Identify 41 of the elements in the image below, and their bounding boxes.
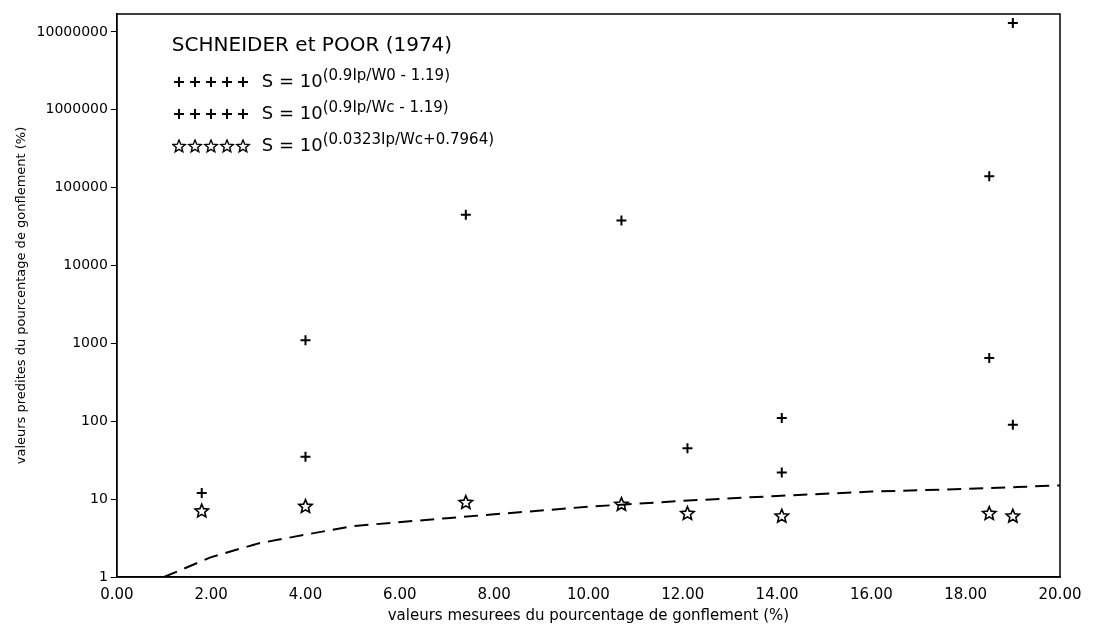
x-tick-label: 18.00 (944, 584, 988, 603)
y-tick-label: 1000 (72, 334, 108, 351)
point (194, 503, 210, 518)
y-tick-label: 10 (90, 489, 108, 506)
point (299, 334, 312, 347)
point (981, 505, 997, 521)
y-tick-label: 100 (81, 411, 108, 428)
point (775, 466, 788, 479)
x-tick-label: 6.00 (383, 584, 417, 603)
point (613, 496, 629, 512)
point (459, 208, 472, 221)
x-tick-label: 16.00 (849, 584, 893, 603)
point (680, 505, 695, 521)
x-tick-label: 4.00 (288, 584, 323, 603)
point (774, 508, 790, 523)
x-tick-label: 10.00 (566, 584, 610, 603)
x-tick-label: 0.00 (100, 584, 134, 603)
point (299, 450, 312, 463)
x-tick-label: 8.00 (477, 584, 511, 603)
x-axis-title: valeurs mesurees du pourcentage de gonflement (%) (387, 605, 790, 624)
point (615, 214, 628, 227)
legend-title: SCHNEIDER et POOR (1974) (171, 32, 454, 56)
y-tick-label: 1000000 (45, 100, 108, 117)
y-tick-label: 100000 (54, 178, 108, 195)
y-axis-title: valeurs predites du pourcentage de gonflement (%) (13, 126, 29, 465)
legend-label: S = 10$^{(0.0323Ip/Wc+0.7964)}$ (261, 130, 495, 155)
legend-label: S = 10$^{(0.9Ip/W0 - 1.19)}$ (261, 66, 450, 91)
x-tick-label: 14.00 (755, 584, 799, 603)
y-tick-label: 10000 (63, 256, 108, 273)
x-tick-label: 2.00 (194, 584, 228, 603)
point (298, 498, 313, 514)
point (1005, 508, 1021, 523)
point (983, 170, 996, 183)
legend-label: S = 10$^{(0.9Ip/Wc - 1.19)}$ (261, 98, 449, 123)
x-tick-label: 20.00 (1038, 584, 1082, 603)
y-tick-label: 1 (98, 567, 108, 584)
point (681, 442, 694, 455)
point (1006, 418, 1019, 431)
x-tick-label: 12.00 (661, 584, 705, 603)
point (458, 494, 474, 510)
y-tick-label: 10000000 (36, 22, 108, 39)
